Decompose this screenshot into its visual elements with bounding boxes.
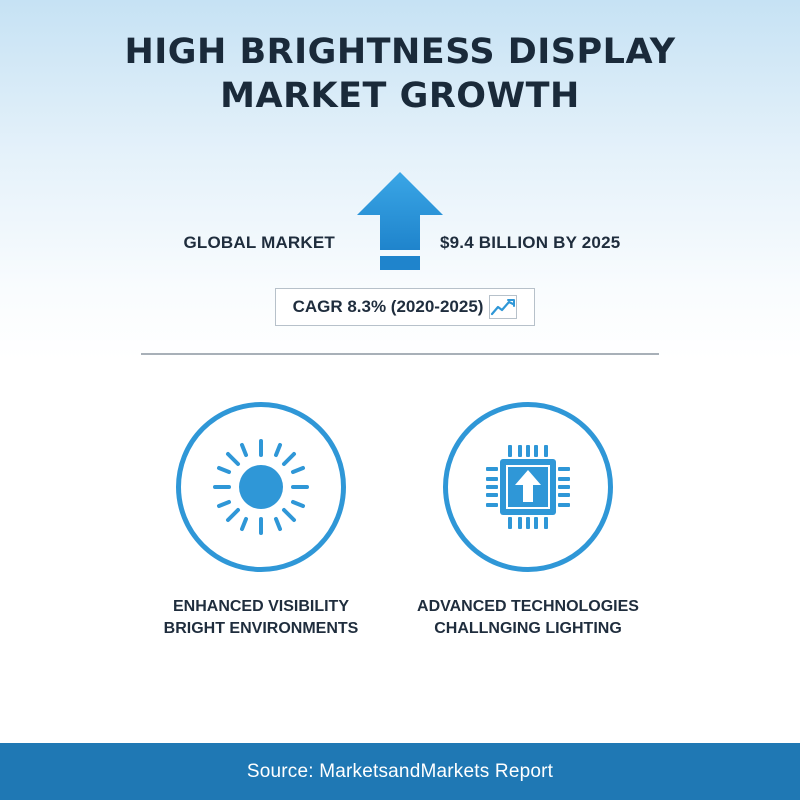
market-value: $9.4 BILLION BY 2025 [440, 233, 621, 252]
feature-line-2: BRIGHT ENVIRONMENTS [163, 620, 359, 637]
feature-line-1: ENHANCED VISIBILITY [172, 598, 349, 615]
source-text: Source: MarketsandMarkets Report [246, 760, 554, 782]
feature-circle [443, 402, 613, 572]
chip-icon [486, 445, 570, 529]
feature-caption: ENHANCED VISIBILITY BRIGHT ENVIRONMENTS [111, 596, 411, 640]
title-line-2: MARKET GROWTH [220, 76, 580, 116]
up-arrow-icon [357, 172, 443, 270]
feature-line-2: CHALLNGING LIGHTING [434, 620, 622, 637]
feature-caption: ADVANCED TECHNOLOGIES CHALLNGING LIGHTIN… [378, 596, 678, 640]
sun-icon [213, 439, 309, 535]
cagr-badge: CAGR 8.3% (2020-2025) [275, 288, 535, 326]
global-market-label: GLOBAL MARKET [183, 233, 335, 252]
page-title: HIGH BRIGHTNESS DISPLAY MARKET GROWTH [0, 30, 800, 118]
footer-bar: Source: MarketsandMarkets Report [0, 743, 800, 800]
title-line-1: HIGH BRIGHTNESS DISPLAY [124, 32, 676, 72]
cagr-text: CAGR 8.3% (2020-2025) [292, 297, 484, 316]
trend-up-icon [489, 295, 518, 319]
section-divider [141, 353, 659, 355]
feature-line-1: ADVANCED TECHNOLOGIES [417, 598, 639, 615]
feature-circle [176, 402, 346, 572]
feature-technology: ADVANCED TECHNOLOGIES CHALLNGING LIGHTIN… [378, 402, 678, 640]
feature-visibility: ENHANCED VISIBILITY BRIGHT ENVIRONMENTS [111, 402, 411, 640]
